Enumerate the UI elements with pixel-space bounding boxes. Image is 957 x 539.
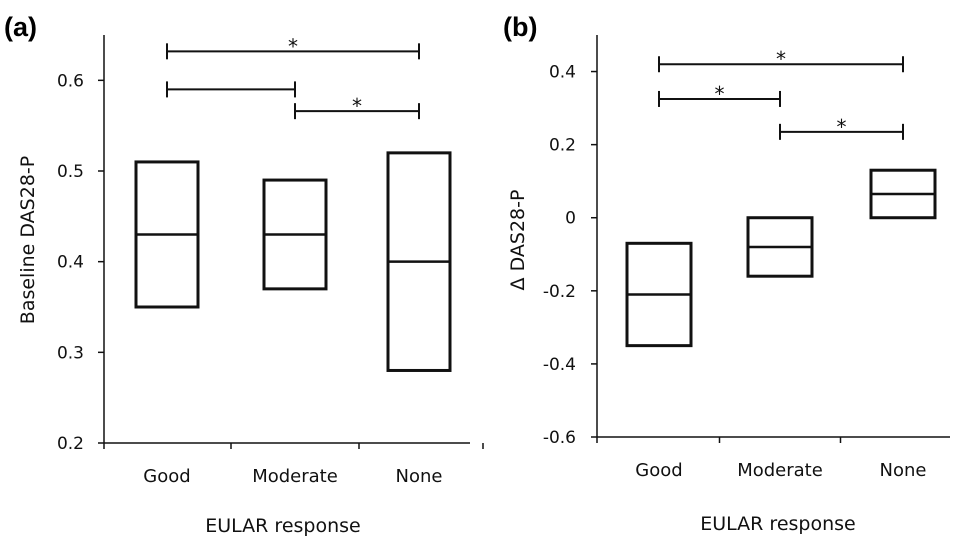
- significance-star: *: [715, 82, 725, 106]
- panel-b-boxes: [625, 168, 937, 348]
- panel-a-label: (a): [4, 12, 37, 42]
- panel-a-x-categories: Good Moderate None: [103, 443, 484, 487]
- y-tick-label: 0.2: [57, 434, 84, 454]
- x-category-label: None: [880, 460, 927, 481]
- significance-bracket: *: [658, 82, 781, 107]
- significance-bracket: *: [166, 34, 420, 60]
- x-category-label: None: [396, 466, 443, 487]
- x-category-label: Moderate: [252, 466, 338, 487]
- y-tick-label: 0.2: [549, 136, 576, 156]
- significance-bracket: *: [294, 94, 420, 120]
- panel-b-x-categories: Good Moderate None: [596, 437, 927, 481]
- panel-a-x-axis-title: EULAR response: [205, 515, 360, 537]
- y-tick-label: -0.6: [543, 428, 576, 448]
- panel-b-delta-das28p: (b) -0.6 -0.4 -0.2 0 0.2 0.4 Good Moderate None…: [503, 12, 950, 535]
- significance-star: *: [837, 115, 847, 139]
- y-tick-label: -0.4: [543, 355, 576, 375]
- panel-a-significance-brackets: **: [166, 34, 420, 120]
- panel-b-y-axis-title: Δ DAS28-P: [507, 190, 529, 291]
- panel-a-y-ticks: 0.2 0.3 0.4 0.5 0.6: [57, 71, 104, 454]
- significance-star: *: [776, 47, 786, 71]
- significance-bracket: [166, 81, 296, 98]
- panel-a-boxes: [134, 151, 452, 372]
- x-category-label: Good: [635, 460, 682, 481]
- y-tick-label: 0.5: [57, 162, 84, 182]
- panel-b-label: (b): [503, 12, 537, 42]
- x-category-label: Moderate: [737, 460, 823, 481]
- x-category-label: Good: [143, 466, 190, 487]
- y-tick-label: 0.4: [57, 253, 84, 273]
- panel-b-x-axis-title: EULAR response: [700, 513, 855, 535]
- y-tick-label: 0: [565, 209, 576, 229]
- y-tick-label: -0.2: [543, 282, 576, 302]
- panel-b-y-ticks: -0.6 -0.4 -0.2 0 0.2 0.4: [543, 63, 597, 448]
- significance-bracket: *: [779, 115, 904, 140]
- y-tick-label: 0.6: [57, 71, 84, 91]
- panel-b-significance-brackets: * * *: [658, 47, 904, 140]
- y-tick-label: 0.4: [549, 63, 576, 83]
- significance-bracket: *: [658, 47, 904, 73]
- y-tick-label: 0.3: [57, 343, 84, 363]
- significance-star: *: [352, 94, 362, 118]
- significance-star: *: [288, 34, 298, 58]
- panel-a-y-axis-title: Baseline DAS28-P: [17, 156, 39, 324]
- panel-a-baseline-das28p: (a) 0.20.30.40.50.6 Good Moderate None ** …: [4, 12, 484, 537]
